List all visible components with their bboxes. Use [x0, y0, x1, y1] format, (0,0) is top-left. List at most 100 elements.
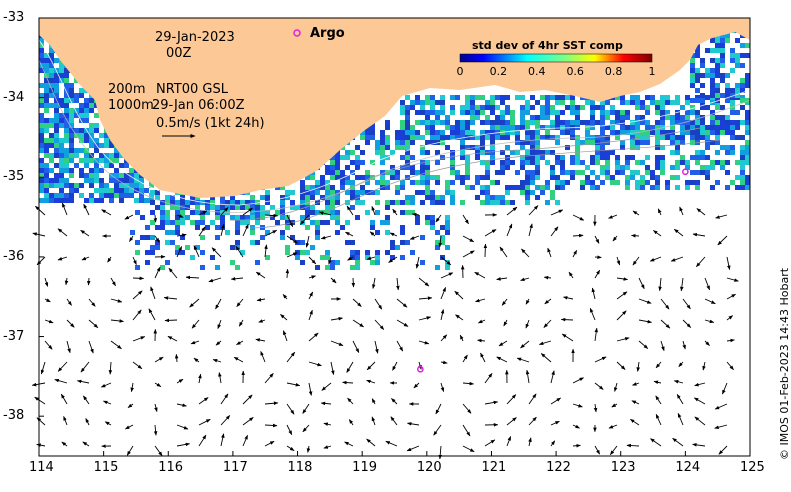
sst-pixel: [745, 130, 750, 135]
sst-pixel: [570, 120, 575, 125]
sst-pixel: [49, 158, 54, 163]
sst-pixel: [440, 255, 445, 260]
sst-pixel: [685, 185, 690, 190]
sst-pixel: [69, 108, 74, 113]
sst-pixel: [240, 200, 245, 205]
sst-pixel: [570, 160, 575, 165]
sst-pixel: [415, 135, 420, 140]
sst-pixel: [355, 175, 360, 180]
sst-pixel: [370, 135, 375, 140]
sst-pixel: [375, 150, 380, 155]
colorbar-tick-label: 0.8: [604, 65, 623, 78]
sst-pixel: [445, 220, 450, 225]
sst-pixel: [690, 170, 695, 175]
sst-pixel: [745, 98, 750, 103]
sst-pixel: [245, 215, 250, 220]
sst-pixel: [725, 120, 730, 125]
current-vector: [673, 379, 684, 384]
current-vector: [66, 340, 71, 354]
sst-pixel: [350, 265, 355, 270]
current-vector: [440, 272, 454, 279]
sst-pixel: [430, 220, 435, 225]
sst-pixel: [129, 188, 134, 193]
current-vector: [616, 256, 621, 266]
sst-pixel: [505, 105, 510, 110]
sst-pixel: [530, 145, 535, 150]
sst-pixel: [450, 125, 455, 130]
sst-pixel: [135, 265, 140, 270]
sst-pixel: [450, 95, 455, 100]
sst-pixel: [134, 198, 139, 203]
sst-pixel: [660, 100, 665, 105]
sst-pixel: [620, 145, 625, 150]
date-label: 29-Jan-2023: [155, 30, 235, 45]
sst-pixel: [410, 135, 415, 140]
sst-pixel: [320, 220, 325, 225]
current-vector: [220, 433, 225, 447]
sst-pixel: [59, 113, 64, 118]
sst-pixel: [89, 108, 94, 113]
current-vector: [385, 440, 398, 447]
sst-pixel: [605, 115, 610, 120]
sst-pixel: [340, 225, 345, 230]
sst-pixel: [150, 200, 155, 205]
sst-pixel: [580, 160, 585, 165]
sst-pixel: [615, 160, 620, 165]
sst-pixel: [54, 108, 59, 113]
sst-pixel: [430, 200, 435, 205]
sst-pixel: [590, 170, 595, 175]
sst-pixel: [745, 83, 750, 88]
sst-pixel: [165, 200, 170, 205]
sst-pixel: [69, 148, 74, 153]
sst-pixel: [119, 183, 124, 188]
current-vector: [305, 235, 310, 248]
sst-pixel: [745, 155, 750, 160]
sst-pixel: [74, 98, 79, 103]
current-vector: [323, 422, 332, 426]
sst-pixel: [630, 125, 635, 130]
sst-pixel: [54, 133, 59, 138]
sst-pixel: [680, 155, 685, 160]
sst-pixel: [39, 53, 44, 58]
sst-pixel: [740, 170, 745, 175]
sst-pixel: [39, 68, 44, 73]
sst-pixel: [685, 120, 690, 125]
sst-pixel: [740, 88, 745, 93]
sst-pixel: [720, 93, 725, 98]
current-vector: [528, 416, 537, 426]
sst-pixel: [520, 155, 525, 160]
sst-pixel: [440, 135, 445, 140]
sst-pixel: [145, 250, 150, 255]
sst-pixel: [400, 200, 405, 205]
current-vector: [572, 249, 578, 258]
sst-pixel: [715, 150, 720, 155]
sst-pixel: [475, 135, 480, 140]
sst-pixel: [560, 120, 565, 125]
sst-pixel: [555, 95, 560, 100]
sst-pixel: [705, 68, 710, 73]
sst-pixel: [355, 200, 360, 205]
sst-pixel: [735, 125, 740, 130]
sst-pixel: [180, 235, 185, 240]
sst-pixel: [490, 110, 495, 115]
sst-pixel: [640, 175, 645, 180]
sst-pixel: [99, 158, 104, 163]
sst-pixel: [340, 170, 345, 175]
sst-pixel: [585, 180, 590, 185]
sst-pixel: [540, 105, 545, 110]
sst-pixel: [445, 135, 450, 140]
x-tick-label: 125: [740, 460, 765, 475]
sst-pixel: [720, 48, 725, 53]
sst-pixel: [345, 155, 350, 160]
current-vector: [88, 340, 94, 354]
sst-pixel: [64, 138, 69, 143]
sst-pixel: [44, 153, 49, 158]
sst-pixel: [425, 140, 430, 145]
sst-pixel: [740, 150, 745, 155]
sst-pixel: [680, 160, 685, 165]
sst-pixel: [655, 125, 660, 130]
sst-pixel: [49, 68, 54, 73]
sst-pixel: [240, 205, 245, 210]
current-vector: [129, 235, 134, 242]
sst-pixel: [84, 148, 89, 153]
